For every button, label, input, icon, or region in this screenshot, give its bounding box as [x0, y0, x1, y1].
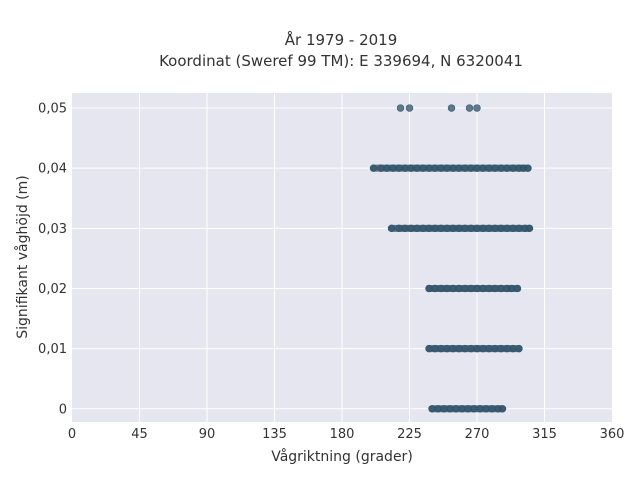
data-point — [513, 284, 522, 293]
x-tick-label: 315 — [532, 427, 557, 442]
y-tick-label: 0,03 — [38, 222, 67, 237]
y-tick-label: 0,05 — [38, 102, 67, 117]
data-point — [387, 224, 396, 233]
x-tick-label: 90 — [199, 427, 216, 442]
chart-subtitle: Koordinat (Sweref 99 TM): E 339694, N 63… — [159, 52, 523, 70]
x-tick-label: 135 — [262, 427, 287, 442]
y-tick-label: 0 — [59, 402, 67, 417]
x-axis-label: Vågriktning (grader) — [271, 448, 413, 465]
x-tick-label: 0 — [68, 427, 76, 442]
data-point — [515, 344, 523, 353]
data-point — [465, 104, 474, 112]
data-point — [447, 104, 456, 112]
data-points — [369, 104, 534, 413]
data-point — [525, 224, 534, 233]
x-tick-label: 225 — [397, 427, 422, 442]
y-tick-label: 0,01 — [38, 342, 67, 357]
y-tick-label: 0,04 — [38, 162, 67, 177]
y-axis-label: Signifikant våghöjd (m) — [14, 175, 31, 338]
data-point — [498, 405, 507, 413]
data-point — [405, 104, 414, 112]
x-tick-label: 180 — [330, 427, 355, 442]
y-tick-label: 0,02 — [38, 282, 67, 297]
data-point — [369, 164, 378, 172]
x-tick-label: 270 — [465, 427, 490, 442]
x-tick-label: 45 — [131, 427, 148, 442]
data-point — [473, 104, 481, 112]
data-point — [524, 164, 532, 172]
data-point — [396, 104, 405, 112]
chart-title: År 1979 - 2019 — [285, 30, 398, 49]
x-tick-label: 360 — [600, 427, 625, 442]
x-axis-ticks: 0 45 90 135 180 225 270 315 360 — [68, 427, 625, 442]
y-axis-ticks: 0 0,01 0,02 0,03 0,04 0,05 — [38, 102, 67, 418]
